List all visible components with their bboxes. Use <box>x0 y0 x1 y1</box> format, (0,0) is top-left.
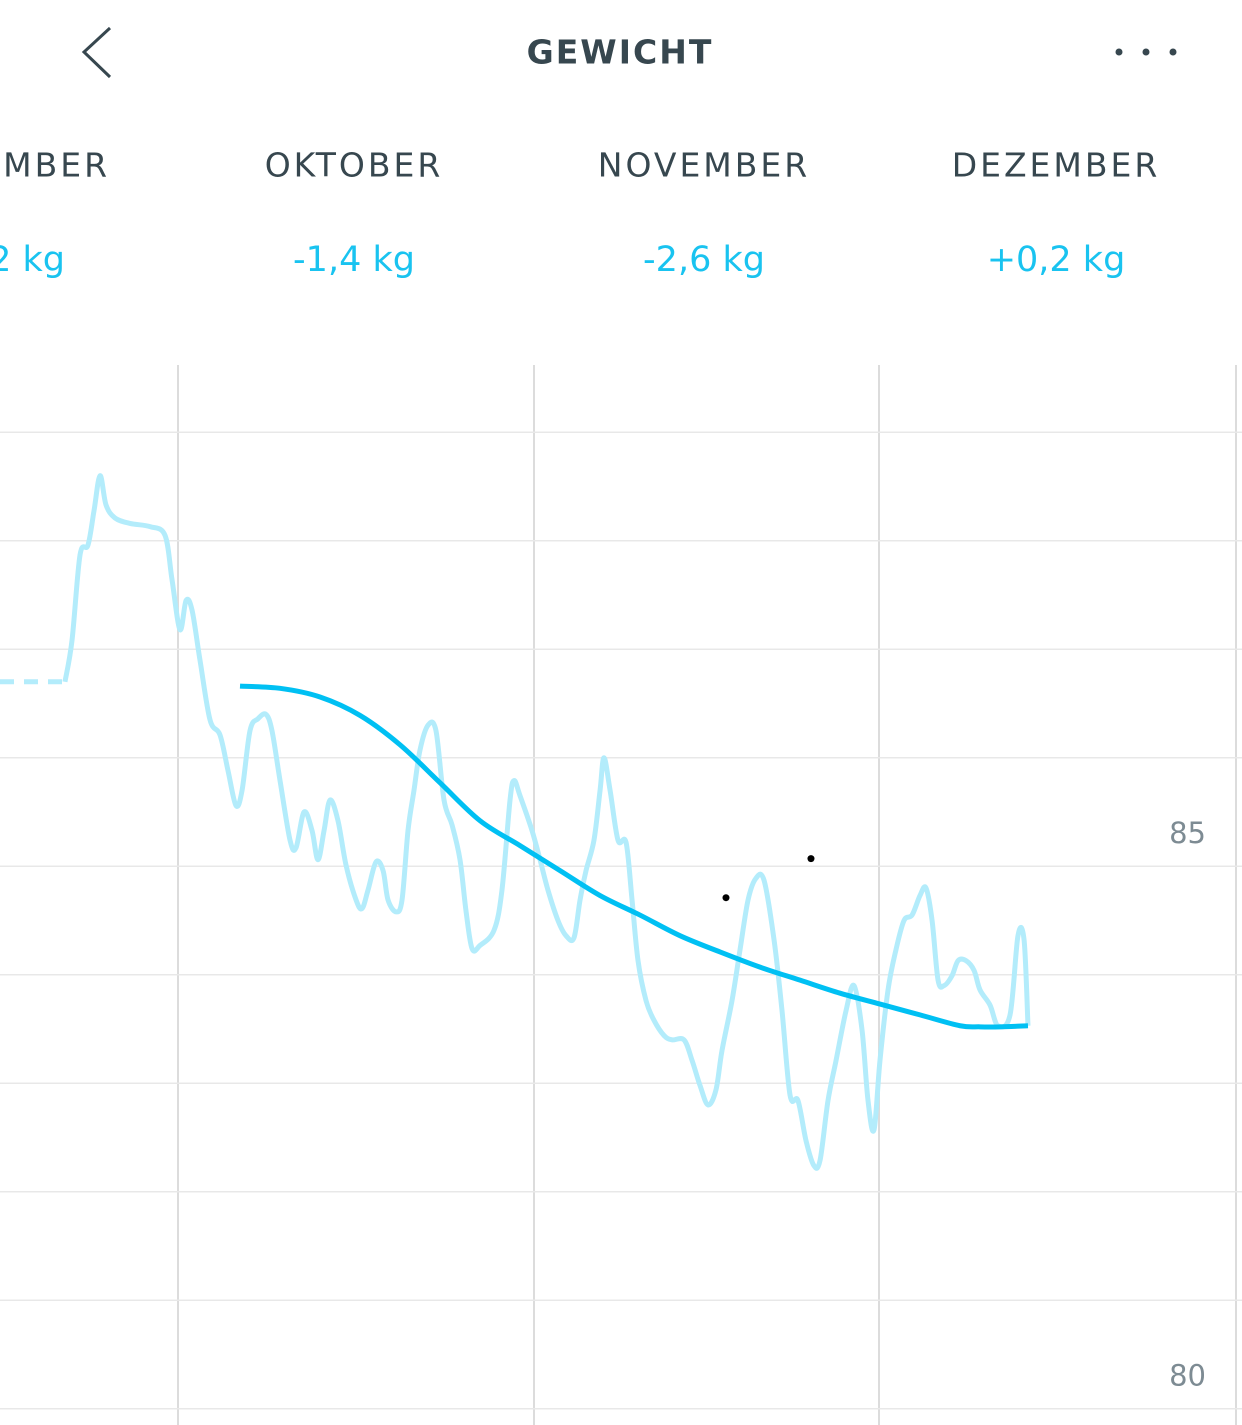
dot <box>1115 48 1123 56</box>
month-label[interactable]: DEZEMBER <box>952 146 1161 185</box>
weight-line <box>62 473 1031 1171</box>
month-label[interactable]: OKTOBER <box>265 146 444 185</box>
page-title: GEWICHT <box>527 33 714 72</box>
month-tabs: EMBER 2 kg OKTOBER -1,4 kg NOVEMBER -2,6… <box>0 146 1161 281</box>
month-label[interactable]: EMBER <box>0 146 110 185</box>
data-point <box>807 855 815 863</box>
chart: 80 85 <box>0 365 1242 1425</box>
top-bar: GEWICHT <box>81 26 1177 79</box>
month-change: -2,6 kg <box>643 240 765 280</box>
data-point <box>722 894 730 902</box>
more-button[interactable] <box>1115 48 1177 56</box>
weight-line <box>239 683 1029 1030</box>
back-button[interactable] <box>81 26 112 79</box>
y-tick-label: 85 <box>1169 816 1206 850</box>
dot <box>1169 48 1177 56</box>
month-change: 2 kg <box>0 240 65 280</box>
month-change: +0,2 kg <box>987 240 1126 280</box>
month-label[interactable]: NOVEMBER <box>598 146 810 185</box>
month-change: -1,4 kg <box>293 240 415 280</box>
y-tick-label: 80 <box>1169 1359 1206 1393</box>
dot <box>1142 48 1150 56</box>
